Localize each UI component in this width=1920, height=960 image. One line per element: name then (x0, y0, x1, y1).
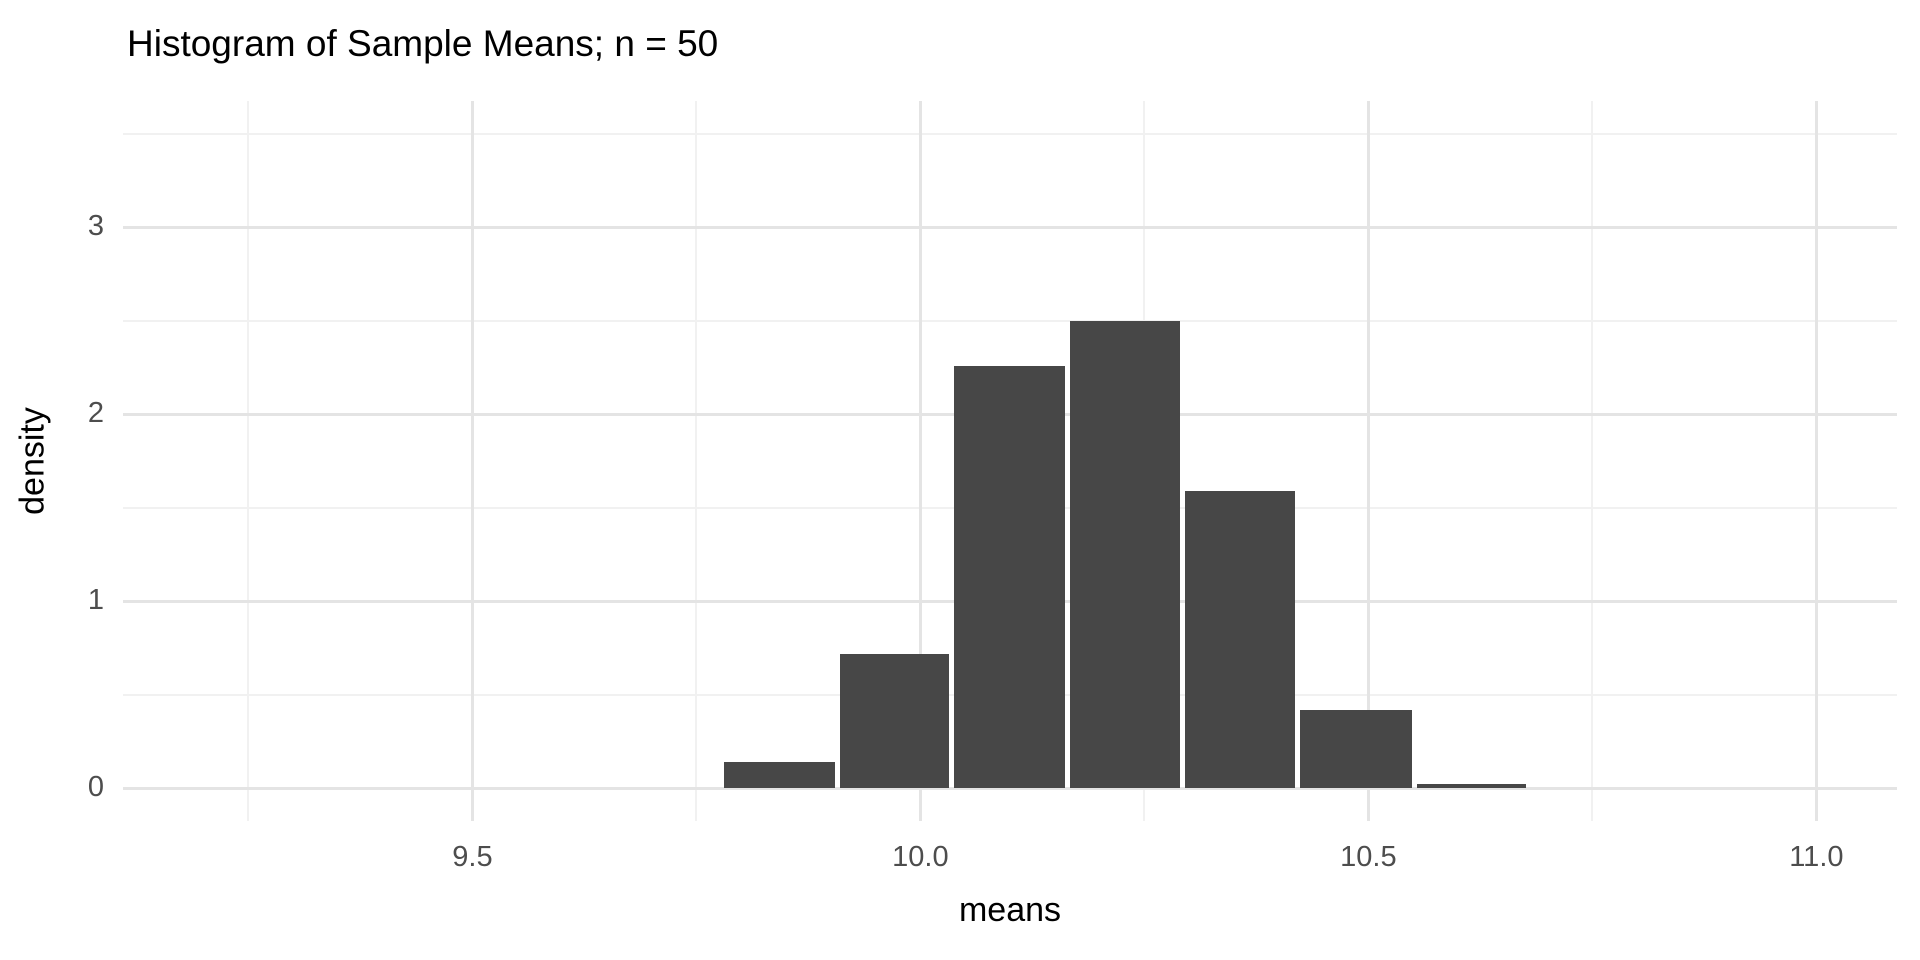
x-major-gridline (918, 101, 922, 821)
x-major-gridline (1366, 101, 1370, 821)
histogram-bar (1069, 320, 1181, 789)
histogram-bar (1416, 783, 1527, 789)
x-minor-gridline (247, 101, 250, 821)
y-tick-label: 1 (87, 584, 104, 617)
x-minor-gridline (695, 101, 698, 821)
x-minor-gridline (1591, 101, 1594, 821)
x-tick-label: 10.5 (1340, 841, 1397, 873)
histogram-bar (954, 365, 1065, 789)
x-major-gridline (1814, 101, 1818, 821)
x-axis-title: means (958, 891, 1062, 929)
histogram-bar (1300, 709, 1412, 789)
y-major-gridline (123, 225, 1897, 229)
x-tick-label: 10.0 (892, 841, 949, 873)
histogram-bar (724, 762, 835, 789)
histogram-bar (1185, 490, 1296, 789)
x-major-gridline (470, 101, 474, 821)
y-minor-gridline (123, 132, 1897, 135)
y-tick-label: 2 (87, 397, 104, 430)
y-tick-label: 3 (87, 210, 104, 243)
x-tick-label: 11.0 (1789, 841, 1844, 873)
y-minor-gridline (123, 319, 1897, 322)
histogram-bar (839, 653, 950, 789)
y-tick-label: 0 (87, 771, 104, 804)
chart-title: Histogram of Sample Means; n = 50 (127, 23, 719, 64)
x-tick-label: 9.5 (452, 841, 493, 873)
plot-panel (123, 101, 1897, 821)
y-major-gridline (123, 786, 1897, 790)
